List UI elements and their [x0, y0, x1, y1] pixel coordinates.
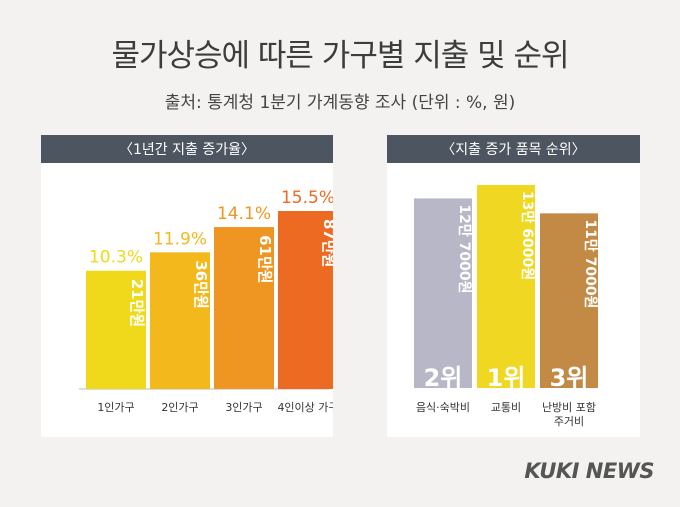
category-label: 3인가구	[225, 401, 262, 414]
category-label: 난방비 포함	[542, 401, 596, 414]
bar-amount-label: 87만원	[320, 219, 333, 267]
bar-amount-label: 36만원	[192, 260, 210, 308]
category-label: 4인이상 가구	[277, 401, 333, 414]
bar-amount-label: 13만 6000원	[519, 191, 535, 280]
bar	[86, 270, 146, 389]
bar-amount-label: 12만 7000원	[456, 204, 472, 293]
bar-amount-label: 11만 7000원	[582, 219, 598, 308]
bar	[414, 198, 472, 388]
growth-rate-chart: 10.3% 21만원 1인가구 11.9% 36만원 2인가구 14.1% 61만원 3인가구 1…	[79, 188, 333, 414]
rank-label: 1위	[487, 364, 526, 392]
page-subtitle: 출처: 통계청 1분기 가계동향 조사 (단위 : %, 원)	[164, 93, 516, 113]
category-label: 1인가구	[97, 401, 134, 414]
value-label: 14.1%	[217, 204, 271, 224]
category-label: 교통비	[491, 401, 521, 414]
value-label: 10.3%	[89, 248, 143, 268]
bar-amount-label: 61만원	[256, 235, 274, 283]
bar	[150, 252, 210, 389]
page-title: 물가상승에 따른 가구별 지출 및 순위	[111, 38, 569, 74]
growth-rate-panel: 〈1년간 지출 증가율〉 10.3% 21만원 1인가구 11.9% 36만원 2인가구 1…	[41, 135, 333, 437]
bar	[477, 185, 535, 388]
category-label: 음식·숙박비	[416, 401, 470, 414]
bar	[278, 211, 333, 389]
bar	[214, 227, 274, 389]
rank-label: 3위	[550, 364, 589, 392]
category-label: 주거비	[554, 415, 584, 428]
category-label: 2인가구	[161, 401, 198, 414]
value-label: 15.5%	[281, 188, 333, 208]
kuki-news-logo: KUKI NEWS	[524, 459, 654, 483]
rank-label: 2위	[424, 364, 463, 392]
growth-rate-header: 〈1년간 지출 증가율〉	[41, 135, 333, 163]
bar	[540, 213, 598, 388]
item-ranking-header: 〈지출 증가 품목 순위〉	[387, 135, 640, 163]
value-label: 11.9%	[153, 229, 207, 249]
bar-amount-label: 21만원	[128, 279, 146, 327]
